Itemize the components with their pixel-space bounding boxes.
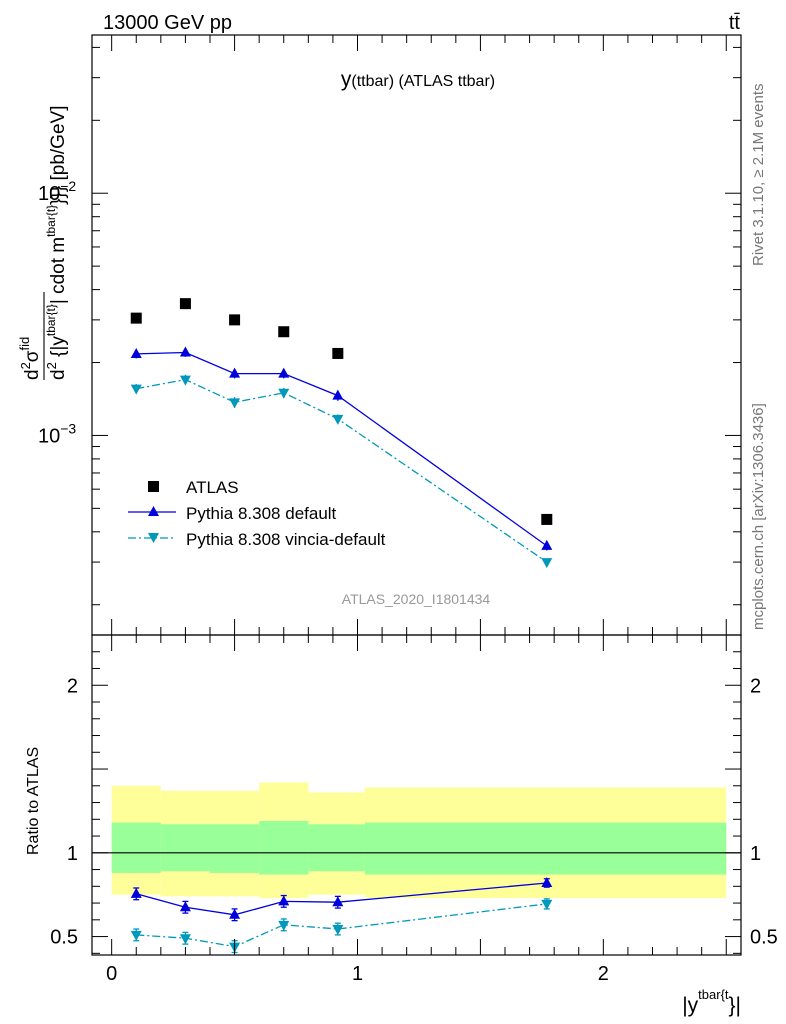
header-final-state: tt̄: [729, 12, 741, 34]
main-ytick-label: 10−2: [38, 178, 76, 205]
legend: ATLAS Pythia 8.308 default Pythia 8.308 …: [128, 478, 386, 549]
ratio-point-pythia-8-308-vincia-default: [130, 930, 142, 941]
ratio-axis-ticks: 0.5 0.5 1 1 2 2 0 1 2: [50, 634, 778, 985]
ratio-frame: [91, 634, 742, 956]
ratio-xlabel-sup: tbar{t: [698, 987, 729, 1002]
main-ylabel-denominator: d2 {|ytbar{t}| cdot mtbar{t}}}} [pb/GeV]: [44, 106, 69, 380]
ratio-band-inner: [111, 822, 161, 873]
ratio-point-pythia-8-308-default: [130, 887, 142, 898]
legend-label-atlas: ATLAS: [186, 478, 239, 497]
main-point-pythia-8-308-default: [229, 367, 241, 378]
main-point-pythia-8-308-vincia-default: [179, 375, 191, 386]
main-point-pythia-8-308-vincia-default: [278, 388, 290, 399]
main-point-pythia-8-308-default: [541, 539, 553, 550]
ratio-ylabel: Ratio to ATLAS: [25, 747, 42, 855]
main-point-atlas: [278, 326, 290, 338]
ratio-line-pythia-8-308-default: [136, 882, 547, 916]
ratio-xtick-label: 0: [106, 963, 117, 985]
ratio-point-pythia-8-308-vincia-default: [278, 920, 290, 931]
ratio-ytick-label-left: 0.5: [50, 927, 78, 949]
main-point-atlas: [229, 314, 241, 326]
ratio-band-inner: [259, 820, 309, 875]
ratio-ytick-label-left: 1: [67, 843, 78, 865]
ratio-point-pythia-8-308-default: [229, 908, 241, 919]
main-ylabel: d2σfid d2 {|ytbar{t}| cdot mtbar{t}}}} […: [17, 106, 69, 380]
ratio-point-pythia-8-308-vincia-default: [332, 925, 344, 936]
ratio-panel: 0.5 0.5 1 1 2 2 0 1 2 Ratio to ATLAS |ytbar{t}|: [25, 634, 778, 1017]
main-point-pythia-8-308-default: [278, 367, 290, 378]
ratio-band-inner: [210, 824, 260, 873]
main-point-pythia-8-308-vincia-default: [332, 414, 344, 425]
ratio-band-inner: [364, 822, 727, 875]
main-point-pythia-8-308-default: [332, 389, 344, 400]
ratio-point-pythia-8-308-default: [332, 896, 344, 907]
header-process: 13000 GeV pp: [103, 12, 232, 34]
main-point-pythia-8-308-vincia-default: [541, 558, 553, 569]
ratio-band-inner: [160, 824, 210, 872]
ratio-line-pythia-8-308-vincia-default: [136, 903, 547, 948]
legend-label-pythia-default: Pythia 8.308 default: [186, 504, 337, 523]
mcplots-label: mcplots.cern.ch [arXiv:1306.3436]: [750, 403, 767, 630]
ratio-point-pythia-8-308-default: [179, 901, 191, 912]
ratio-point-pythia-8-308-vincia-default: [179, 934, 191, 945]
main-point-atlas: [130, 312, 142, 324]
ratio-xtick-label: 1: [352, 963, 363, 985]
ratio-ytick-label-right: 1: [750, 843, 761, 865]
ratio-point-pythia-8-308-default: [541, 876, 553, 887]
main-point-pythia-8-308-default: [130, 347, 142, 358]
legend-marker-pythia-vincia: [148, 533, 159, 543]
main-ytick-label: 10−3: [38, 420, 76, 447]
main-plot-content: [130, 298, 553, 569]
rivet-version-label: Rivet 3.1.10, ≥ 2.1M events: [750, 84, 767, 267]
main-point-pythia-8-308-default: [179, 346, 191, 357]
main-point-atlas: [332, 347, 344, 359]
legend-label-pythia-vincia: Pythia 8.308 vincia-default: [186, 530, 386, 549]
main-point-pythia-8-308-vincia-default: [229, 398, 241, 409]
main-panel: 10−2 10−3 y(ttbar) (ATLAS ttbar) ATLAS_20…: [17, 34, 742, 636]
main-line-pythia-8-308-vincia-default: [136, 378, 548, 563]
ratio-point-pythia-8-308-vincia-default: [541, 899, 553, 910]
ratio-xlabel: |ytbar{t}|: [682, 987, 741, 1017]
main-line-pythia-8-308-default: [136, 351, 548, 547]
ratio-xlabel-tail: }|: [729, 994, 741, 1017]
ratio-xtick-label: 2: [598, 963, 609, 985]
ratio-ytick-label-right: 2: [750, 675, 761, 697]
ratio-ytick-label-left: 2: [67, 675, 78, 697]
main-point-atlas: [179, 298, 191, 310]
main-point-atlas: [541, 513, 553, 525]
ratio-point-pythia-8-308-default: [278, 895, 290, 906]
main-axis-ticks: 10−2 10−3: [38, 35, 741, 635]
analysis-label: ATLAS_2020_I1801434: [342, 591, 491, 607]
ratio-band-inner: [308, 824, 365, 872]
main-ylabel-numerator: d2σfid: [17, 337, 43, 380]
legend-marker-atlas: [148, 481, 159, 492]
legend-marker-pythia-default: [148, 506, 159, 516]
plot-title: y(ttbar) (ATLAS ttbar): [341, 68, 495, 91]
ratio-xlabel-main: |y: [682, 994, 698, 1017]
main-point-pythia-8-308-vincia-default: [130, 384, 142, 395]
plot-title-sub: (ttbar) (ATLAS ttbar): [351, 73, 495, 90]
ratio-plot-content: [92, 782, 741, 954]
ratio-ytick-label-right: 0.5: [750, 927, 778, 949]
plot-title-main: y: [341, 68, 352, 91]
